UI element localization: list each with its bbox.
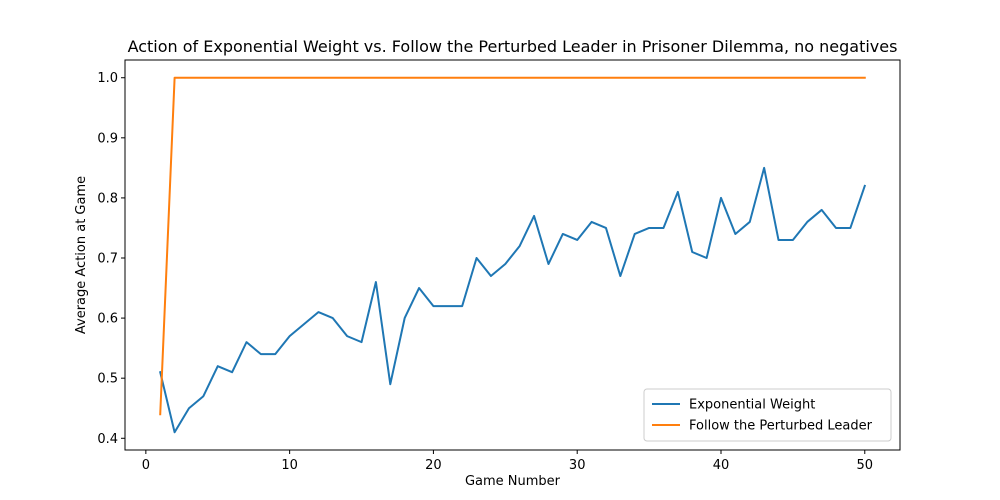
plot-area: 0 10 20 30 40 50 0.4 0.5 0.6 0.7 0.8 0.9 1.0 — [97, 59, 901, 473]
chart-title: Action of Exponential Weight vs. Follow … — [128, 37, 898, 56]
y-tick-label: 0.6 — [97, 312, 118, 327]
legend: Exponential Weight Follow the Perturbed L… — [643, 388, 892, 442]
y-tick-label: 0.5 — [97, 372, 118, 387]
legend-label-2: Follow the Perturbed Leader — [689, 419, 873, 434]
x-tick-label: 50 — [856, 458, 873, 473]
plot-frame — [124, 59, 901, 451]
x-tick-label: 40 — [713, 458, 730, 473]
legend-label-1: Exponential Weight — [689, 398, 815, 413]
y-axis-label: Average Action at Game — [74, 176, 89, 334]
x-tick-label: 10 — [281, 458, 298, 473]
x-axis-label: Game Number — [465, 474, 561, 489]
y-tick-label: 0.7 — [97, 252, 118, 267]
series-line-1 — [159, 166, 867, 434]
y-tick-label: 0.4 — [97, 432, 118, 447]
y-tick-label: 0.9 — [97, 131, 118, 146]
x-tick-label: 20 — [425, 458, 442, 473]
x-tick-label: 30 — [569, 458, 586, 473]
x-tick-label: 0 — [142, 458, 150, 473]
y-tick-label: 0.8 — [97, 191, 118, 206]
series-line-2 — [159, 76, 866, 416]
legend-box — [643, 388, 892, 442]
y-tick-label: 1.0 — [97, 71, 118, 86]
